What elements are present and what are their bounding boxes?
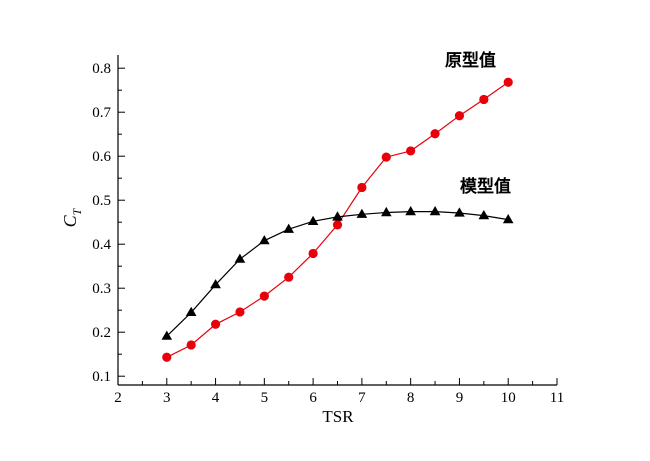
data-point — [454, 111, 465, 121]
data-point — [502, 214, 514, 224]
x-tick-label: 9 — [456, 390, 464, 406]
data-point — [161, 330, 173, 340]
data-point — [259, 291, 269, 301]
data-point — [503, 77, 513, 87]
data-point — [210, 279, 221, 289]
data-point — [259, 235, 270, 245]
y-tick-label: 0.4 — [92, 237, 111, 253]
data-point — [332, 220, 343, 230]
data-point — [406, 146, 416, 156]
y-tick-label: 0.6 — [92, 149, 111, 165]
x-tick-label: 2 — [114, 390, 122, 406]
x-tick-label: 7 — [358, 390, 366, 406]
data-point — [162, 352, 172, 362]
series-layer — [161, 77, 514, 362]
data-point — [381, 152, 391, 162]
data-point — [478, 210, 490, 220]
x-tick-label: 5 — [261, 390, 269, 406]
data-point — [454, 207, 465, 217]
data-point — [185, 306, 197, 316]
data-point — [429, 206, 441, 216]
x-tick-label: 4 — [212, 390, 220, 406]
data-point — [356, 208, 368, 218]
x-axis-title: TSR — [322, 407, 354, 426]
x-tick-label: 11 — [550, 390, 564, 406]
series-label-prototype: 原型值 — [445, 50, 496, 71]
svg-text:CT: CT — [60, 207, 84, 227]
data-point — [430, 129, 440, 139]
y-tick-label: 0.8 — [92, 61, 111, 77]
y-tick-label: 0.7 — [92, 105, 111, 121]
y-tick-label: 0.1 — [92, 369, 111, 385]
y-tick-label: 0.2 — [92, 325, 111, 341]
data-point — [235, 307, 245, 317]
data-point — [308, 248, 318, 259]
x-tick-label: 6 — [309, 390, 317, 406]
data-point — [283, 223, 294, 233]
series-label-model: 模型值 — [460, 176, 511, 197]
x-tick-label: 10 — [501, 390, 516, 406]
x-tick-label: 8 — [407, 390, 415, 406]
data-point — [284, 272, 294, 282]
data-point — [381, 206, 392, 217]
data-point — [405, 206, 416, 216]
data-point — [479, 94, 489, 105]
data-point — [332, 211, 343, 221]
y-axis-title: CT — [60, 207, 84, 227]
data-point — [210, 319, 221, 329]
y-tick-label: 0.3 — [92, 281, 111, 297]
data-point — [186, 340, 196, 350]
data-point — [357, 182, 367, 193]
data-point — [234, 253, 246, 263]
series-0 — [162, 77, 513, 362]
series-line — [166, 211, 509, 337]
axes: 2 3 4 5 6 7 8 9 10 11 0.1 0.2 0.3 0.4 0.5 0.6 0.7 0.8 — [92, 55, 564, 406]
x-tick-label: 3 — [163, 390, 171, 406]
y-axis-title-main: C — [60, 214, 80, 227]
y-axis-title-sub: T — [70, 207, 84, 215]
data-point — [307, 215, 319, 225]
y-tick-label: 0.5 — [92, 193, 111, 209]
series-1 — [161, 206, 514, 340]
